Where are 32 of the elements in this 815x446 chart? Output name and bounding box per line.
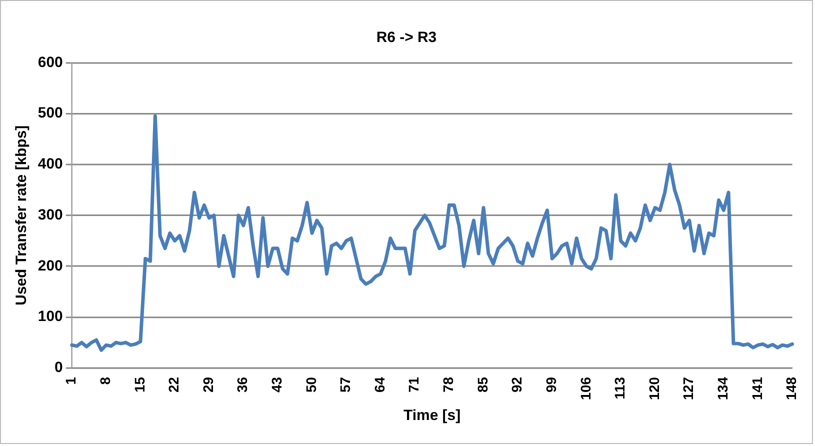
x-tick-label: 1	[62, 376, 79, 385]
x-tick-label: 85	[474, 376, 490, 392]
y-tick-label: 300	[38, 206, 63, 224]
x-tick-label: 92	[508, 376, 525, 392]
x-axis-title: Time [s]	[404, 407, 461, 424]
x-tick-label: 106	[577, 376, 594, 400]
y-axis-title: Used Transfer rate [kbps]	[13, 125, 30, 306]
x-tick-label: 78	[440, 376, 456, 392]
chart-title: R6 -> R3	[376, 28, 437, 46]
x-tick-label: 99	[542, 376, 559, 392]
x-tick-label: 36	[234, 376, 250, 392]
x-tick-label: 22	[166, 376, 182, 392]
x-tick-label: 43	[268, 376, 285, 392]
x-tick-label: 57	[337, 376, 354, 392]
x-tick-label: 50	[302, 376, 319, 392]
x-tick-label: 8	[96, 376, 114, 385]
y-tick-label: 500	[38, 104, 63, 122]
x-tick-label: 134	[714, 376, 730, 400]
x-tick-label: 113	[612, 376, 628, 400]
x-tick-label: 120	[646, 376, 662, 400]
x-tick-label: 71	[406, 376, 422, 392]
x-tick-label: 15	[131, 376, 148, 392]
y-tick-label: 200	[38, 257, 63, 274]
y-tick-label: 400	[38, 156, 63, 173]
x-tick-label: 64	[371, 376, 388, 392]
x-tick-label: 29	[200, 376, 216, 392]
x-tick-label: 148	[783, 376, 800, 400]
y-tick-label: 0	[54, 359, 63, 376]
y-tick-label: 600	[38, 54, 63, 71]
y-tick-label: 100	[38, 308, 63, 326]
x-tick-label: 127	[680, 376, 696, 400]
x-tick-label: 141	[748, 376, 765, 400]
